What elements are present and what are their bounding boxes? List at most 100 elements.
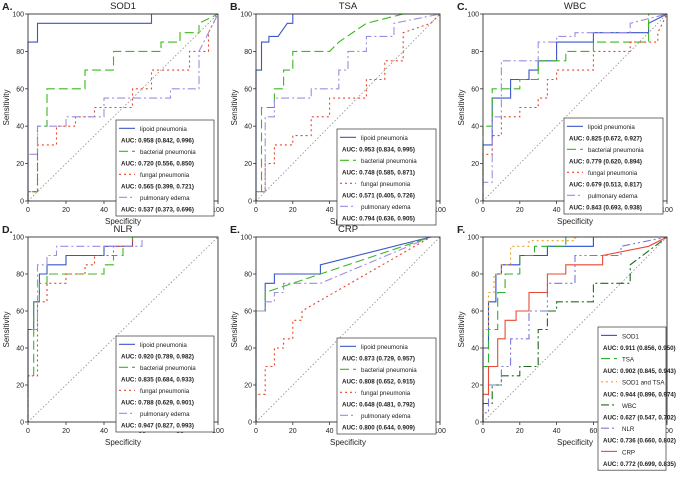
legend-entry-auc: AUC: 0.920 (0.789, 0.982) <box>121 354 194 361</box>
x-tick-label: 40 <box>100 428 108 435</box>
y-tick-label: 100 <box>240 235 252 242</box>
y-tick-label: 80 <box>471 49 479 56</box>
y-tick-label: 100 <box>12 235 24 242</box>
y-tick-label: 60 <box>471 309 479 316</box>
y-tick-label: 20 <box>16 383 24 390</box>
legend-entry-auc: AUC: 0.843 (0.693, 0.938) <box>569 205 642 212</box>
legend-entry-auc: AUC: 0.873 (0.729, 0.957) <box>342 356 415 363</box>
y-tick-label: 40 <box>471 124 479 131</box>
legend-box <box>597 326 667 471</box>
y-axis-label: Sensitivity <box>2 89 11 125</box>
panel-a: A.SOD1020406080100020406080100Specificit… <box>2 1 224 226</box>
x-tick-label: 40 <box>100 207 108 214</box>
legend-entry-auc: AUC: 0.679 (0.513, 0.817) <box>569 182 642 189</box>
legend: lipoid pneumonia AUC: 0.920 (0.789, 0.982… <box>115 335 215 433</box>
y-tick-label: 100 <box>12 12 24 19</box>
x-tick-label: 40 <box>553 428 561 435</box>
panel-label: D. <box>2 224 13 236</box>
x-tick-label: 100 <box>434 207 446 214</box>
legend-entry-name: lipoid pneumonia <box>140 126 187 133</box>
y-tick-label: 60 <box>244 86 252 93</box>
x-tick-label: 60 <box>590 428 598 435</box>
legend-entry-auc: AUC: 0.788 (0.629, 0.901) <box>121 400 194 407</box>
legend-box <box>336 128 437 226</box>
legend-entry-name: bacterial pneumonia <box>140 365 196 372</box>
series-line-pulmonary-edema <box>255 13 441 201</box>
series-line-pulmonary-edema <box>27 13 219 201</box>
legend: lipoid pneumonia AUC: 0.953 (0.834, 0.995… <box>336 128 437 226</box>
y-tick-label: 60 <box>244 309 252 316</box>
x-tick-label: 100 <box>661 207 673 214</box>
y-tick-label: 20 <box>16 161 24 168</box>
y-tick-label: 60 <box>16 309 24 316</box>
panel-label: B. <box>230 1 241 13</box>
x-axis-label: Specificity <box>105 438 141 447</box>
legend-entry-name: WBC <box>622 403 637 410</box>
legend: SOD1 AUC: 0.911 (0.856, 0.950) TSA AUC: 0.9… <box>597 326 676 471</box>
legend-entry-name: pulmonary edema <box>140 411 190 418</box>
legend-entry-auc: AUC: 0.902 (0.845, 0.943) <box>603 368 676 375</box>
y-tick-label: 40 <box>16 124 24 131</box>
plot-frame <box>482 236 668 423</box>
reference-diagonal <box>482 236 668 423</box>
y-axis-label: Sensitivity <box>457 311 466 347</box>
x-tick-label: 20 <box>62 428 70 435</box>
x-tick-label: 0 <box>26 428 30 435</box>
panel-e: E.CRP020406080100020406080100Specificity… <box>230 224 446 447</box>
y-axis-label: Sensitivity <box>230 311 239 347</box>
x-tick-label: 20 <box>289 207 297 214</box>
x-axis-label: Specificity <box>330 438 366 447</box>
legend-entry-name: pulmonary edema <box>361 204 411 211</box>
series-group <box>482 13 668 201</box>
panel-label: E. <box>230 224 240 236</box>
y-tick-label: 20 <box>471 161 479 168</box>
legend-box <box>563 117 664 215</box>
y-axis-label: Sensitivity <box>457 89 466 125</box>
series-line-lipoid-pneumonia <box>255 13 440 201</box>
legend-entry-name: SOD1 <box>622 333 639 340</box>
x-tick-label: 20 <box>516 428 524 435</box>
legend-entry-name: lipoid pneumonia <box>140 342 187 349</box>
series-line-bacterial-pneumonia <box>27 13 219 201</box>
legend-entry-auc: AUC: 0.779 (0.620, 0.894) <box>569 159 642 166</box>
x-tick-label: 0 <box>481 428 485 435</box>
legend-entry-name: bacterial pneumonia <box>140 149 196 156</box>
legend-entry-name: CRP <box>622 449 635 456</box>
series-line-pulmonary-edema <box>482 13 668 201</box>
y-tick-label: 60 <box>16 86 24 93</box>
x-tick-label: 40 <box>326 428 334 435</box>
y-tick-label: 20 <box>471 383 479 390</box>
series-group <box>27 236 218 422</box>
series-line-fungal-pneumonia <box>27 236 218 422</box>
y-tick-label: 60 <box>471 86 479 93</box>
legend-entry-name: pulmonary edema <box>588 193 638 200</box>
y-tick-label: 40 <box>471 346 479 353</box>
legend-entry-name: bacterial pneumonia <box>361 367 417 374</box>
legend-entry-name: pulmonary edema <box>361 413 411 420</box>
legend-entry-auc: AUC: 0.537 (0.373, 0.696) <box>121 207 194 214</box>
panel-label: C. <box>457 1 468 13</box>
y-tick-label: 80 <box>16 272 24 279</box>
chart-title: CRP <box>338 224 358 235</box>
reference-diagonal <box>255 236 441 423</box>
x-tick-label: 0 <box>26 207 30 214</box>
legend-entry-auc: AUC: 0.944 (0.896, 0.974) <box>603 391 676 398</box>
chart-title: TSA <box>339 1 358 12</box>
y-tick-label: 0 <box>20 199 24 206</box>
series-line-crp <box>482 236 668 422</box>
legend-entry-name: lipoid pneumonia <box>361 344 408 351</box>
chart-title: NLR <box>113 224 132 235</box>
chart-title: WBC <box>564 1 586 12</box>
x-tick-label: 100 <box>661 428 673 435</box>
y-tick-label: 0 <box>475 199 479 206</box>
series-line-sod1-and-tsa <box>482 236 667 422</box>
legend-entry-name: fungal pneumonia <box>588 170 638 177</box>
legend: lipoid pneumonia AUC: 0.958 (0.842, 0.996… <box>115 119 215 217</box>
legend-entry-auc: AUC: 0.748 (0.585, 0.871) <box>342 170 415 177</box>
y-tick-label: 20 <box>244 383 252 390</box>
legend-entry-name: lipoid pneumonia <box>588 124 635 131</box>
x-tick-label: 0 <box>254 207 258 214</box>
y-tick-label: 20 <box>244 161 252 168</box>
legend-entry-auc: AUC: 0.808 (0.652, 0.915) <box>342 379 415 386</box>
